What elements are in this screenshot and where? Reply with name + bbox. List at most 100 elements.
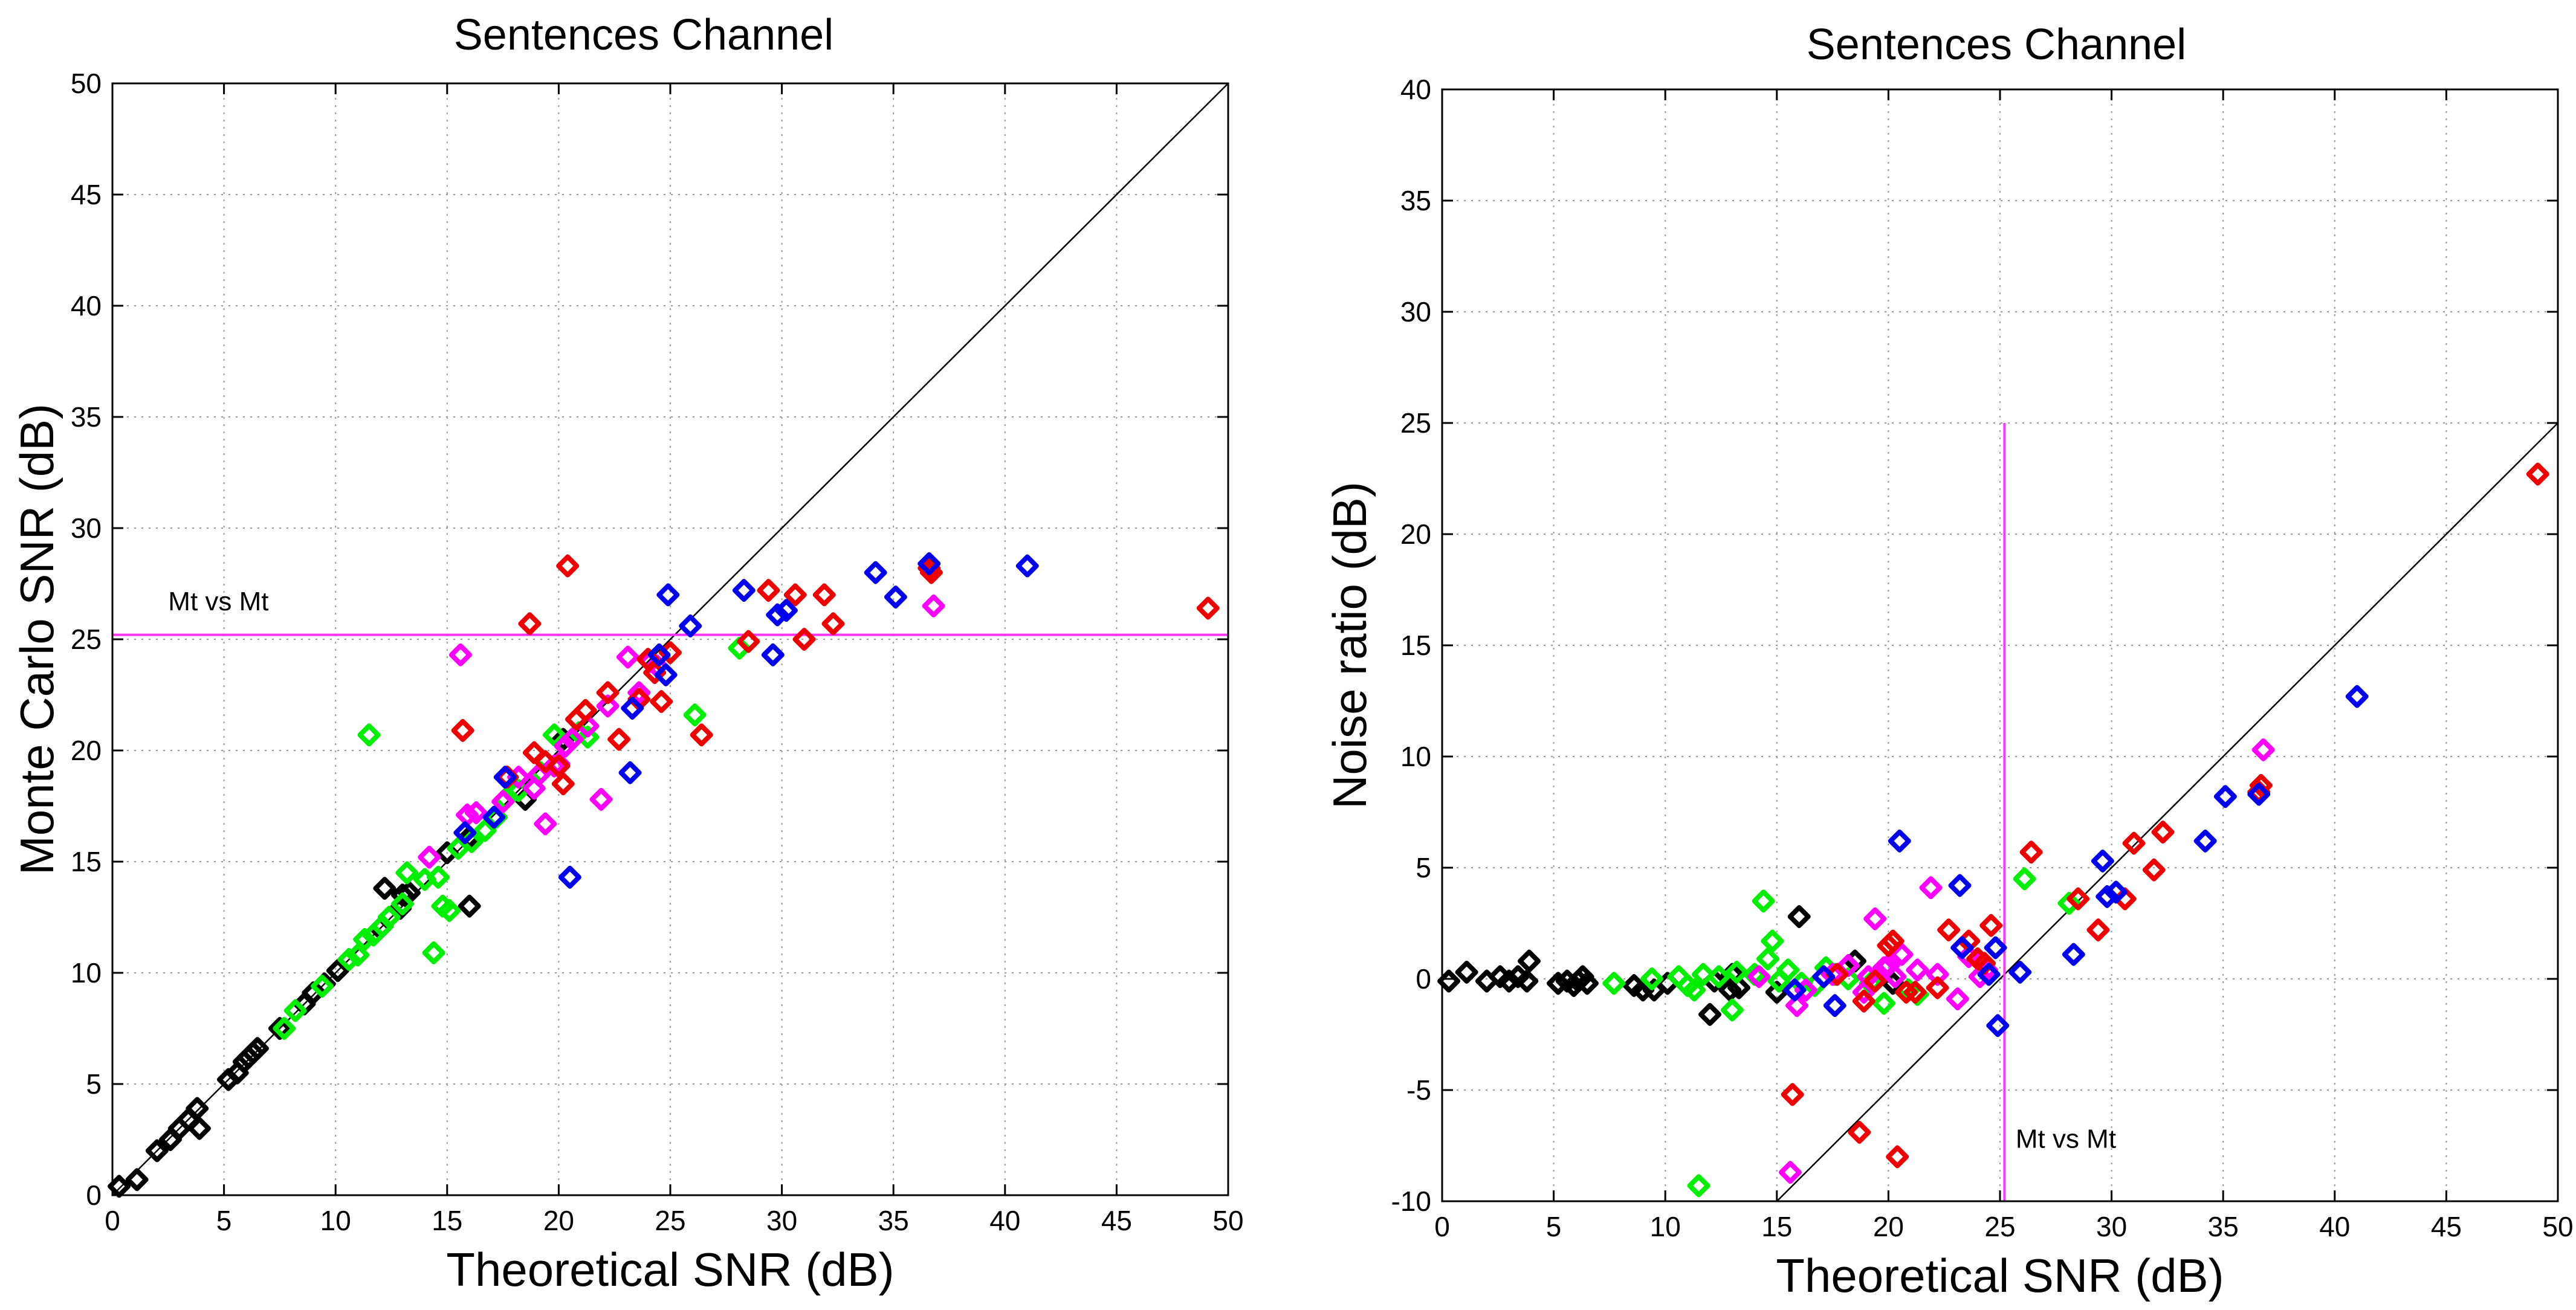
chart-title: Sentences Channel	[1807, 21, 2186, 69]
scatter-point-blue	[766, 603, 789, 627]
scatter-point-red	[1848, 1120, 1871, 1144]
y-tick-label: 15	[71, 846, 102, 877]
scatter-point-blue	[2213, 785, 2237, 808]
scatter-point-green	[346, 943, 370, 967]
scatter-point-magenta	[1926, 963, 1949, 986]
axis-ticks: 0 5 10 15 20 25 30 35 40 45 50 -10 -5 0 5 10 15 20 25 30 35 4…	[1391, 74, 2574, 1242]
x-tick-label: 45	[2431, 1211, 2462, 1242]
scatter-point-magenta	[448, 643, 472, 666]
y-tick-label: -10	[1391, 1186, 1431, 1217]
scatter-point-green	[427, 865, 450, 889]
threshold-label: Mt vs Mt	[2016, 1124, 2116, 1154]
scatter-point-red	[821, 612, 845, 636]
scatter-point-green	[1872, 992, 1896, 1015]
scatter-point-blue	[1812, 965, 1836, 989]
scatter-point-magenta	[1919, 876, 1943, 900]
scatter-point-red	[1881, 929, 1904, 953]
scatter-point-green	[1776, 958, 1800, 982]
scatter-point-green	[283, 999, 307, 1022]
scatter-point-black	[1575, 972, 1599, 995]
scatter-point-red	[2142, 858, 2166, 882]
scatter-point-green	[473, 819, 497, 842]
scatter-point-blue	[864, 561, 887, 584]
scatter-point-magenta	[2251, 738, 2275, 761]
y-tick-label: 30	[1400, 296, 1431, 328]
scatter-point-magenta	[1883, 965, 1907, 989]
y-tick-label: 15	[1400, 630, 1431, 661]
scatter-point-green	[2013, 867, 2036, 891]
x-tick-label: 10	[1650, 1211, 1681, 1242]
scatter-point-blue	[2104, 880, 2128, 904]
scatter-point-red	[518, 612, 542, 636]
scatter-point-black	[1698, 1002, 1722, 1026]
scatter-point-blue	[774, 599, 798, 622]
scatter-point-blue	[453, 821, 477, 845]
scatter-point-red	[1926, 976, 1949, 999]
scatter-point-red	[650, 690, 673, 714]
scatter-point-red	[2122, 831, 2146, 855]
scatter-point-black	[187, 1117, 211, 1140]
scatter-point-black	[373, 877, 396, 900]
scatter-point-red	[1196, 596, 1220, 620]
scatter-point-blue	[2008, 960, 2032, 984]
reference-lines	[1776, 422, 2558, 1202]
scatter-point-black	[1517, 949, 1541, 973]
scatter-point-blue	[1950, 936, 1974, 960]
scatter-point-magenta	[464, 801, 488, 825]
scatter-point-black	[186, 1097, 209, 1120]
scatter-point-magenta	[560, 728, 584, 751]
scatter-point-magenta	[1946, 987, 1969, 1011]
scatter-point-magenta	[418, 845, 441, 869]
scatter-point-green	[683, 703, 707, 727]
scatter-point-blue	[1977, 963, 2001, 986]
scatter-point-green	[1752, 889, 1775, 913]
scatter-point-blue	[761, 643, 785, 666]
x-tick-label: 5	[216, 1205, 232, 1236]
y-tick-label: 35	[1400, 185, 1431, 216]
scatter-point-magenta	[1778, 1161, 1802, 1184]
y-tick-label: 40	[1400, 74, 1431, 105]
scatter-point-green	[1725, 960, 1749, 984]
scatter-point-green	[311, 975, 334, 998]
scatter-point-red	[2526, 462, 2549, 486]
scatter-point-black	[1546, 972, 1570, 995]
scatter-point-green	[422, 941, 445, 964]
scatter-point-magenta	[616, 645, 639, 669]
chart-title: Sentences Channel	[454, 11, 833, 59]
scatter-point-black	[458, 894, 481, 918]
scatter-point-red	[2249, 773, 2273, 797]
scatter-point-red	[690, 723, 713, 747]
scatter-point-red	[1937, 918, 1961, 942]
x-tick-label: 40	[2319, 1211, 2350, 1242]
scatter-point-magenta	[1863, 907, 1887, 931]
scatter-point-red	[2086, 918, 2110, 942]
scatter-point-black	[1455, 960, 1478, 984]
scatter-point-blue	[1783, 978, 1807, 1002]
scatter-point-blue	[493, 766, 517, 789]
scatter-point-green	[438, 899, 461, 922]
y-tick-label: 10	[1400, 741, 1431, 772]
scatter-point-red	[1903, 981, 1927, 1004]
scatter-point-black	[326, 959, 349, 982]
scatter-point-red	[737, 630, 760, 653]
scatter-point-blue	[917, 552, 941, 575]
scatter-point-blue	[558, 865, 581, 889]
scatter-point-green	[576, 725, 600, 749]
scatter-point-black	[268, 1017, 291, 1040]
x-axis-label: Theoretical SNR (dB)	[446, 1243, 894, 1296]
scatter-point-black	[1727, 976, 1751, 999]
scatter-point-blue	[647, 643, 671, 666]
scatter-point-green	[1707, 965, 1730, 989]
scatter-point-green	[1683, 978, 1706, 1002]
scatter-point-magenta	[1852, 981, 1875, 1004]
scatter-point-red	[574, 699, 597, 722]
scatter-point-red	[547, 754, 571, 778]
y-tick-label: 5	[1416, 852, 1431, 883]
scatter-point-blue	[654, 663, 678, 686]
scatter-point-green	[390, 892, 414, 915]
scatter-point-red	[596, 681, 620, 705]
scatter-point-magenta	[1785, 994, 1809, 1018]
chart-noise-ratio: Sentences Channel 0 5 10 15 20 25 30 35 40 45 50-1…	[1323, 21, 2574, 1302]
scatter-point-blue	[2247, 782, 2271, 806]
